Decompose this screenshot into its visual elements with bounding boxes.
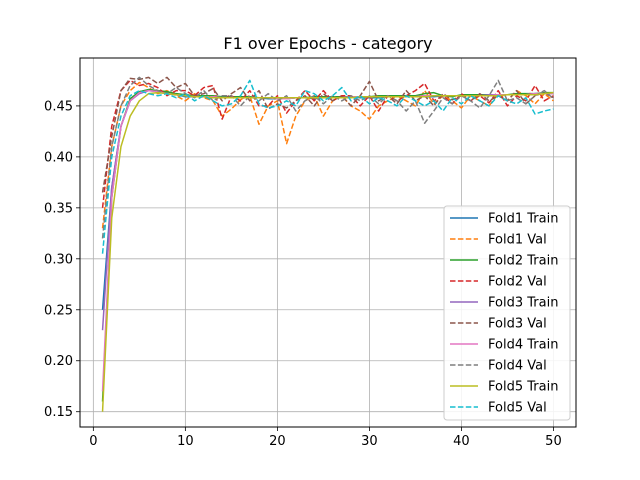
legend-label: Fold2 Train xyxy=(488,254,558,269)
x-tick-label: 50 xyxy=(545,434,562,449)
legend-label: Fold4 Val xyxy=(488,359,547,374)
y-tick-label: 0.30 xyxy=(44,252,73,267)
legend: Fold1 Train Fold1 Val Fold2 Train Fold2 Val… xyxy=(443,205,571,421)
chart-title: F1 over Epochs - category xyxy=(223,34,432,53)
legend-label: Fold5 Val xyxy=(488,401,547,416)
x-axis: 0 10 20 30 40 50 xyxy=(89,427,562,449)
x-tick-label: 20 xyxy=(269,434,286,449)
series-line-fold5-val xyxy=(101,79,554,254)
plot-lines xyxy=(101,76,554,412)
series-line-fold4-val xyxy=(101,76,554,239)
legend-label: Fold1 Train xyxy=(488,212,558,227)
x-tick-label: 0 xyxy=(89,434,97,449)
y-tick-label: 0.45 xyxy=(44,99,73,114)
y-tick-label: 0.25 xyxy=(44,303,73,318)
y-axis: 0.15 0.20 0.25 0.30 0.35 0.40 0.45 xyxy=(44,99,80,420)
y-tick-label: 0.35 xyxy=(44,201,73,216)
legend-label: Fold2 Val xyxy=(488,275,547,290)
x-tick-label: 40 xyxy=(453,434,470,449)
x-tick-label: 10 xyxy=(177,434,194,449)
y-tick-label: 0.20 xyxy=(44,354,73,369)
axes-frame xyxy=(79,57,577,428)
series-line-fold3-val xyxy=(101,76,554,193)
legend-label: Fold3 Train xyxy=(488,296,558,311)
legend-label: Fold5 Train xyxy=(488,380,558,395)
legend-label: Fold3 Val xyxy=(488,317,547,332)
y-tick-label: 0.15 xyxy=(44,405,73,420)
series-line-fold2-val xyxy=(101,79,554,208)
x-tick-label: 30 xyxy=(361,434,378,449)
y-tick-label: 0.40 xyxy=(44,150,73,165)
legend-label: Fold1 Val xyxy=(488,233,547,248)
legend-label: Fold4 Train xyxy=(488,338,558,353)
